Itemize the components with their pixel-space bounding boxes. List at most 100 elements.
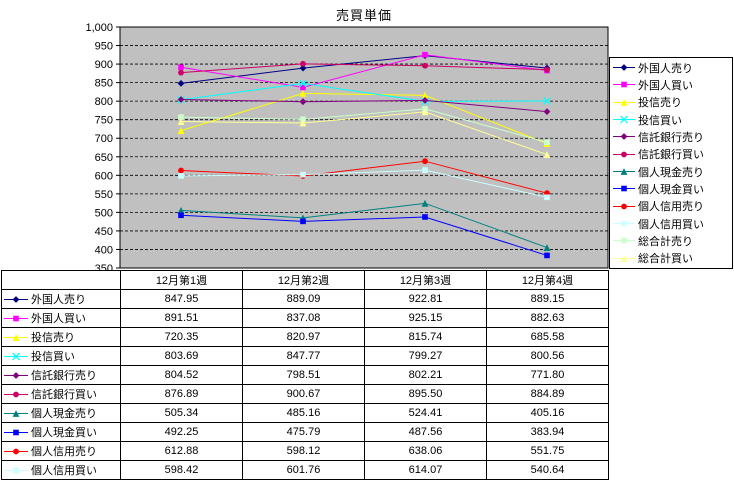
series-line [180, 82, 548, 102]
y-axis-label: 900 [95, 59, 113, 71]
series-label: 個人信用買い [31, 465, 97, 477]
value-cell: 891.51 [120, 308, 243, 328]
triangle-marker-icon [12, 333, 20, 341]
legend-key-icon [613, 186, 635, 192]
y-axis-label: 700 [95, 133, 113, 145]
triangle-marker-icon [299, 119, 307, 127]
value-cell: 889.09 [242, 289, 365, 309]
legend-item: 投信買い [613, 112, 732, 128]
square-marker-icon [422, 51, 428, 58]
plot-background [120, 27, 608, 268]
legend-label: 個人現金売り [638, 166, 704, 179]
value-cell: 524.41 [364, 403, 487, 423]
legend: 外国人売り外国人買い投信売り投信買い信託銀行売り 信託銀行買い 個人現金売り 個人現金… [609, 57, 733, 269]
triangle-marker-icon [620, 254, 628, 262]
triangle-marker-icon [421, 91, 429, 99]
square-marker-icon [422, 167, 428, 173]
value-cell: 598.42 [120, 460, 243, 480]
legend-key-icon [613, 203, 635, 210]
series-label: 個人信用売り [31, 446, 97, 458]
y-axis-label: 400 [95, 244, 113, 256]
legend-label: 外国人買い [638, 79, 693, 92]
value-cell: 383.94 [486, 422, 609, 442]
series-label: 外国人売り [31, 294, 86, 306]
triangle-marker-icon [177, 118, 185, 125]
y-axis-label: 1,000 [85, 22, 113, 34]
legend-label: 個人現金買い [638, 183, 704, 196]
square-marker-icon [621, 220, 627, 227]
table-row: 外国人売り 847.95 889.09 922.81 889.15 [1, 289, 609, 309]
value-cell: 601.76 [242, 460, 365, 480]
series-line [180, 54, 548, 88]
series-label-cell: 個人現金買い [1, 422, 121, 442]
table-row: 個人信用売り 612.88 598.12 638.06 551.75 [1, 441, 609, 461]
series-label-cell: 投信売り [1, 327, 121, 347]
diamond-marker-icon [12, 295, 20, 303]
series-line [180, 214, 548, 256]
series-line [180, 111, 548, 156]
square-marker-icon [544, 194, 550, 201]
series-line [180, 202, 548, 249]
legend-item: 個人信用売り [613, 198, 732, 214]
y-axis-label: 350 [95, 263, 113, 272]
chart-title: 売買単価 [335, 8, 392, 23]
value-cell: 685.58 [486, 327, 609, 347]
circle-marker-icon [544, 66, 550, 73]
triangle-marker-icon [12, 409, 20, 417]
diamond-marker-icon [12, 371, 20, 379]
series-label-cell: 信託銀行売り [1, 365, 121, 385]
series-line [180, 55, 548, 84]
value-cell: 803.69 [120, 346, 243, 366]
series-label: 個人現金買い [31, 427, 97, 439]
y-axis-label: 800 [95, 96, 113, 108]
legend-key-icon [613, 168, 635, 176]
square-marker-icon [621, 186, 627, 192]
x-marker-icon [543, 97, 551, 105]
value-cell: 505.34 [120, 403, 243, 423]
table-row: 個人現金売り 505.34 485.16 524.41 405.16 [1, 403, 609, 423]
table-column-header: 12月第2週 [242, 270, 365, 290]
triangle-marker-icon [620, 98, 628, 106]
table-row: 投信買い 803.69 847.77 799.27 800.56 [1, 346, 609, 366]
circle-marker-icon [621, 203, 627, 210]
y-axis-label: 850 [95, 78, 113, 90]
square-marker-icon [178, 64, 184, 71]
value-cell: 551.75 [486, 441, 609, 461]
series-label-cell: 信託銀行買い [1, 384, 121, 404]
y-axis-label: 750 [95, 115, 113, 127]
legend-label: 信託銀行買い [638, 149, 704, 162]
value-cell: 847.95 [120, 289, 243, 309]
series-key-icon [4, 409, 28, 417]
value-cell: 815.74 [364, 327, 487, 347]
y-axis-label: 600 [95, 170, 113, 182]
series-label-cell: 外国人売り [1, 289, 121, 309]
legend-label: 信託銀行売り [638, 131, 704, 144]
circle-marker-icon [178, 167, 184, 174]
series-label-cell: 個人信用売り [1, 441, 121, 461]
series-line [180, 63, 548, 74]
circle-marker-icon [300, 60, 306, 67]
series-key-icon [4, 467, 28, 473]
value-cell: 492.25 [120, 422, 243, 442]
diamond-marker-icon [299, 64, 307, 72]
table-row: 個人現金買い 492.25 475.79 487.56 383.94 [1, 422, 609, 442]
square-marker-icon [178, 114, 184, 120]
table-column-header: 12月第3週 [364, 270, 487, 290]
value-cell: 799.27 [364, 346, 487, 366]
table-row: 個人信用買い 598.42 601.76 614.07 540.64 [1, 460, 609, 480]
legend-key-icon [613, 220, 635, 227]
legend-label: 外国人売り [638, 62, 693, 75]
legend-item: 外国人売り [613, 60, 732, 76]
square-marker-icon [544, 252, 550, 259]
legend-label: 個人信用売り [638, 201, 704, 214]
value-cell: 612.88 [120, 441, 243, 461]
value-cell: 487.56 [364, 422, 487, 442]
legend-item: 投信売り [613, 94, 732, 110]
table-header-row: 12月第1週 12月第2週 12月第3週 12月第4週 [1, 270, 609, 290]
series-label-cell: 個人現金売り [1, 403, 121, 423]
square-marker-icon [621, 82, 627, 88]
legend-key-icon [613, 238, 635, 244]
circle-marker-icon [621, 151, 627, 158]
triangle-marker-icon [421, 199, 429, 207]
